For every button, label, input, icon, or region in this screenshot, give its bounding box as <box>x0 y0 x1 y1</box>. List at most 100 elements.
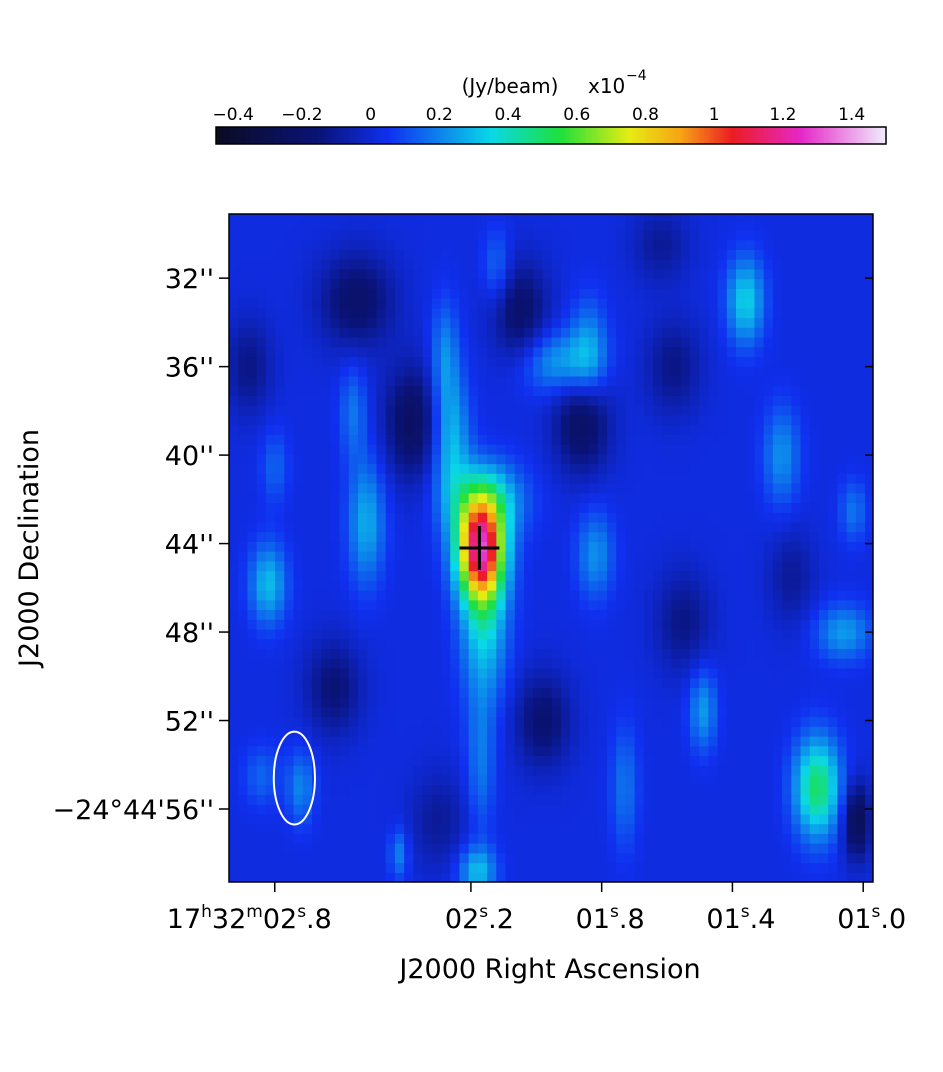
heatmap-pixel <box>339 560 350 572</box>
heatmap-pixel <box>459 755 470 766</box>
heatmap-pixel <box>726 843 737 854</box>
heatmap-pixel <box>579 823 590 834</box>
heatmap-pixel <box>367 385 378 396</box>
heatmap-pixel <box>394 716 405 727</box>
colorbar-cell <box>288 127 291 144</box>
heatmap-pixel <box>330 560 341 572</box>
heatmap-pixel <box>579 268 590 280</box>
heatmap-pixel <box>431 317 442 328</box>
heatmap-pixel <box>496 852 507 864</box>
heatmap-pixel <box>772 473 783 484</box>
heatmap-pixel <box>689 288 700 299</box>
heatmap-pixel <box>662 288 673 299</box>
heatmap-pixel <box>662 765 673 776</box>
heatmap-pixel <box>431 755 442 766</box>
heatmap-pixel <box>385 239 396 250</box>
heatmap-pixel <box>367 706 378 718</box>
heatmap-pixel <box>699 434 709 445</box>
heatmap-pixel <box>791 755 802 766</box>
heatmap-pixel <box>256 570 267 581</box>
heatmap-pixel <box>736 570 746 581</box>
heatmap-pixel <box>293 794 304 805</box>
heatmap-pixel <box>699 560 709 572</box>
heatmap-pixel <box>717 687 728 698</box>
heatmap-pixel <box>247 327 258 338</box>
heatmap-pixel <box>708 560 719 572</box>
heatmap-pixel <box>505 521 516 533</box>
heatmap-pixel <box>828 570 839 581</box>
heatmap-pixel <box>606 259 617 270</box>
heatmap-pixel <box>265 288 276 299</box>
heatmap-pixel <box>606 745 617 757</box>
heatmap-pixel <box>367 298 378 309</box>
heatmap-pixel <box>809 249 820 260</box>
heatmap-pixel <box>477 356 488 367</box>
heatmap-pixel <box>441 697 451 708</box>
heatmap-pixel <box>431 229 442 241</box>
heatmap-pixel <box>505 580 516 591</box>
heatmap-pixel <box>311 619 322 630</box>
heatmap-pixel <box>256 755 267 766</box>
heatmap-pixel <box>311 214 322 221</box>
heatmap-pixel <box>745 424 756 435</box>
heatmap-pixel <box>487 424 497 435</box>
heatmap-pixel <box>302 356 313 367</box>
heatmap-pixel <box>413 823 424 834</box>
heatmap-pixel <box>256 833 267 844</box>
heatmap-pixel <box>339 336 350 348</box>
heatmap-pixel <box>477 375 488 387</box>
heatmap-pixel <box>625 560 636 572</box>
heatmap-pixel <box>238 804 249 815</box>
heatmap-pixel <box>717 366 728 377</box>
heatmap-pixel <box>818 482 829 494</box>
heatmap-pixel <box>229 375 239 387</box>
heatmap-pixel <box>505 716 516 727</box>
heatmap-pixel <box>302 327 313 338</box>
heatmap-pixel <box>523 628 534 640</box>
heatmap-pixel <box>616 405 627 416</box>
heatmap-pixel <box>477 424 488 435</box>
heatmap-pixel <box>616 833 627 844</box>
heatmap-pixel <box>634 453 645 465</box>
heatmap-pixel <box>809 833 820 844</box>
heatmap-pixel <box>625 784 636 796</box>
heatmap-pixel <box>450 765 461 776</box>
colorbar-cell <box>548 127 551 144</box>
heatmap-pixel <box>450 482 461 494</box>
heatmap-pixel <box>533 736 544 747</box>
colorbar-cell <box>390 127 393 144</box>
heatmap-pixel <box>653 619 663 630</box>
heatmap-pixel <box>358 551 368 562</box>
heatmap-pixel <box>302 278 313 289</box>
heatmap-pixel <box>385 521 396 533</box>
heatmap-pixel <box>293 599 304 611</box>
heatmap-pixel <box>818 658 829 669</box>
heatmap-pixel <box>514 385 525 396</box>
heatmap-pixel <box>551 453 562 465</box>
heatmap-pixel <box>422 726 433 737</box>
heatmap-pixel <box>339 755 350 766</box>
colorbar-cell <box>526 127 529 144</box>
heatmap-pixel <box>662 424 673 435</box>
heatmap-pixel <box>818 278 829 289</box>
heatmap-pixel <box>514 823 525 834</box>
heatmap-pixel <box>441 366 451 377</box>
heatmap-pixel <box>477 482 488 494</box>
heatmap-pixel <box>597 288 608 299</box>
colorbar-cell <box>556 127 559 144</box>
heatmap-pixel <box>800 736 811 747</box>
heatmap-pixel <box>321 414 332 426</box>
heatmap-pixel <box>634 794 645 805</box>
heatmap-pixel <box>754 580 765 591</box>
heatmap-pixel <box>496 512 507 523</box>
heatmap-pixel <box>450 784 461 796</box>
heatmap-pixel <box>745 395 756 406</box>
heatmap-pixel <box>542 220 553 231</box>
heatmap-pixel <box>699 667 709 679</box>
heatmap-pixel <box>818 521 829 533</box>
heatmap-pixel <box>828 658 839 669</box>
heatmap-pixel <box>597 259 608 270</box>
colorbar-cell <box>234 127 237 144</box>
heatmap-pixel <box>238 843 249 854</box>
heatmap-pixel <box>524 201 534 211</box>
